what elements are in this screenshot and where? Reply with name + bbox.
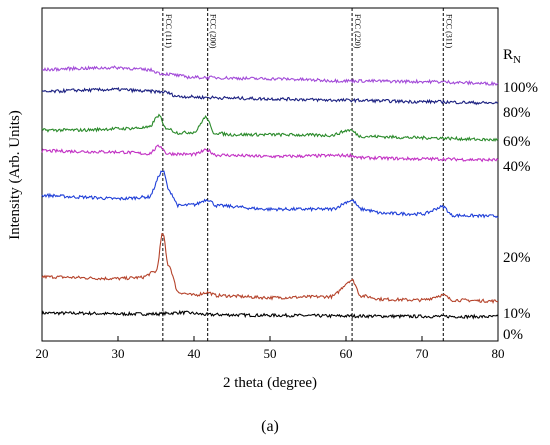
x-tick-label: 50 [264,346,277,361]
x-tick-label: 60 [340,346,353,361]
x-axis-title: 2 theta (degree) [223,375,317,391]
x-axis: 20 30 40 50 60 70 80 [36,336,505,361]
x-tick-label: 40 [188,346,201,361]
rn-label-100pct: 100% [503,80,538,96]
y-axis-title: Intensity (Arb. Units) [7,110,23,240]
rn-labels: RN 100% 80% 60% 40% 20% 10% 0% [503,47,538,343]
reference-line-label: FCC (200) [209,14,218,49]
series-layer [41,65,499,320]
reference-line-label: FCC (111) [164,14,173,48]
plot-frame [41,7,499,342]
panel-label: (a) [261,418,279,435]
rn-label-20pct: 20% [503,250,531,266]
reference-line-label: FCC (220) [353,14,362,49]
series-line-80pct [41,86,499,106]
reference-lines: FCC (111) FCC (200) FCC (220) FCC (311) [162,8,453,341]
x-tick-label: 80 [492,346,505,361]
rn-label-10pct: 10% [503,306,531,322]
series-line-40pct [41,144,499,163]
rn-label-40pct: 40% [503,159,531,175]
rn-label-0pct: 0% [503,327,523,343]
x-tick-label: 70 [416,346,429,361]
series-line-60pct [41,113,499,142]
reference-line-label: FCC (311) [444,14,453,48]
series-line-10pct [41,233,499,305]
series-line-0pct [41,309,499,320]
series-line-100pct [41,65,499,87]
rn-title: RN [503,47,521,66]
rn-label-60pct: 60% [503,134,531,150]
rn-label-80pct: 80% [503,105,531,121]
series-line-20pct [41,170,499,219]
x-tick-label: 30 [112,346,125,361]
x-tick-label: 20 [36,346,49,361]
